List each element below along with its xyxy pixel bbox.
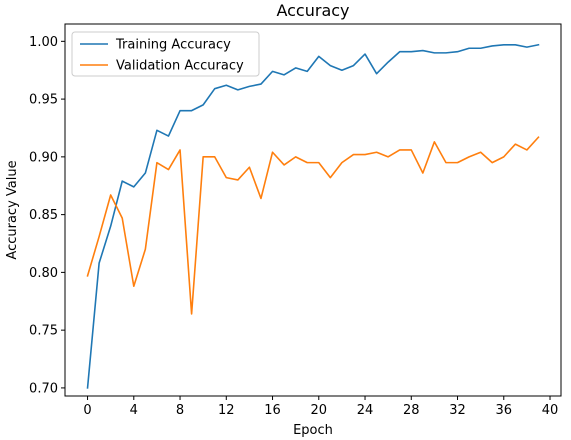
y-tick-label: 0.80 — [29, 266, 58, 281]
chart-title: Accuracy — [276, 1, 349, 20]
x-tick-label: 0 — [83, 403, 91, 418]
x-tick-label: 12 — [218, 403, 235, 418]
y-tick-label: 1.00 — [29, 35, 58, 50]
legend: Training Accuracy Validation Accuracy — [71, 31, 260, 77]
series-line-0 — [86, 43, 540, 389]
legend-box — [71, 31, 260, 77]
series-line-1 — [86, 136, 540, 315]
y-tick-label: 0.75 — [29, 324, 58, 339]
x-tick-label: 40 — [542, 403, 559, 418]
x-tick-label: 32 — [449, 403, 466, 418]
plot-frame — [64, 23, 562, 397]
legend-label-0: Training Accuracy — [115, 38, 231, 53]
y-tick-label: 0.95 — [29, 93, 58, 108]
y-tick-label: 0.90 — [29, 150, 58, 165]
x-tick-label: 24 — [357, 403, 374, 418]
x-tick-label: 4 — [130, 403, 138, 418]
x-tick-label: 20 — [311, 403, 328, 418]
x-tick-label: 28 — [403, 403, 420, 418]
x-tick-label: 16 — [264, 403, 281, 418]
x-tick-label: 36 — [495, 403, 512, 418]
x-axis-title: Epoch — [293, 423, 333, 438]
y-tick-label: 0.70 — [29, 381, 58, 396]
plot-area: 0 4 8 12 16 20 24 28 32 36 40 0.70 0.75 0.80 0.85 0.90 0… — [29, 23, 562, 418]
x-tick-label: 8 — [176, 403, 184, 418]
y-tick-label: 0.85 — [29, 208, 58, 223]
y-axis-title: Accuracy Value — [5, 160, 20, 259]
legend-label-1: Validation Accuracy — [116, 59, 244, 74]
